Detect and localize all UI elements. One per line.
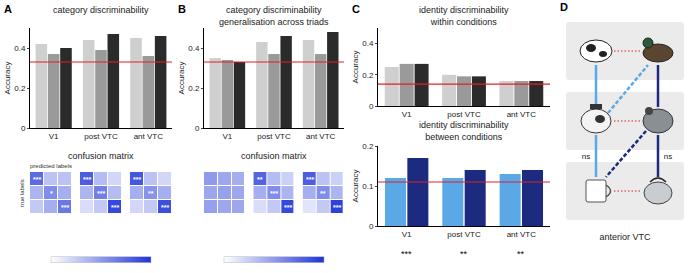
svg-text:**: **: [320, 190, 326, 197]
svg-text:anterior VTC: anterior VTC: [599, 232, 651, 242]
svg-text:***: ***: [306, 176, 314, 183]
svg-text:ant VTC: ant VTC: [134, 132, 164, 141]
svg-text:Accuracy: Accuracy: [351, 51, 360, 84]
svg-text:V1: V1: [222, 132, 232, 141]
svg-text:*: *: [50, 190, 53, 197]
svg-text:***: ***: [270, 190, 278, 197]
svg-text:ns: ns: [664, 152, 672, 161]
svg-text:V1: V1: [402, 110, 412, 119]
svg-text:***: ***: [401, 249, 412, 259]
svg-text:***: ***: [133, 176, 141, 183]
svg-text:category discriminabilitygener: category discriminabilitygeneralisation …: [219, 5, 329, 27]
svg-text:**: **: [148, 190, 154, 197]
svg-text:Accuracy: Accuracy: [351, 170, 360, 203]
svg-text:D: D: [560, 1, 568, 13]
svg-text:ant VTC: ant VTC: [306, 132, 336, 141]
svg-text:V1: V1: [49, 132, 59, 141]
svg-text:***: ***: [97, 190, 105, 197]
svg-text:category discriminability: category discriminability: [53, 5, 149, 15]
svg-text:***: ***: [161, 204, 169, 211]
svg-text:predicted labels: predicted labels: [30, 163, 72, 169]
svg-text:identity discriminabilitywithi: identity discriminabilitywithin conditio…: [419, 5, 509, 27]
svg-text:post VTC: post VTC: [84, 132, 118, 141]
svg-text:true labels: true labels: [19, 179, 25, 207]
svg-text:C: C: [352, 3, 360, 15]
svg-text:0.2: 0.2: [14, 84, 26, 93]
svg-text:***: ***: [284, 204, 292, 211]
svg-text:***: ***: [111, 204, 119, 211]
svg-text:***: ***: [83, 176, 91, 183]
svg-text:ns: ns: [582, 152, 590, 161]
svg-text:post VTC: post VTC: [447, 230, 481, 239]
svg-text:Accuracy: Accuracy: [177, 62, 186, 95]
svg-text:ant VTC: ant VTC: [507, 230, 537, 239]
svg-text:confusion matrix: confusion matrix: [68, 151, 134, 161]
svg-text:**: **: [517, 249, 525, 259]
svg-text:confusion matrix: confusion matrix: [241, 151, 307, 161]
svg-text:***: ***: [33, 176, 41, 183]
svg-text:V1: V1: [402, 230, 412, 239]
svg-text:0: 0: [369, 222, 374, 231]
svg-text:0.1: 0.1: [362, 182, 374, 191]
svg-text:Accuracy: Accuracy: [3, 62, 12, 95]
svg-text:***: ***: [333, 204, 341, 211]
svg-text:0.2: 0.2: [362, 142, 374, 151]
svg-text:ant VTC: ant VTC: [507, 110, 537, 119]
svg-text:A: A: [4, 3, 12, 15]
svg-text:**: **: [460, 249, 468, 259]
svg-text:**: **: [257, 176, 263, 183]
svg-text:0: 0: [21, 124, 26, 133]
svg-text:***: ***: [61, 204, 69, 211]
svg-text:0.4: 0.4: [14, 44, 26, 53]
svg-text:0.2: 0.2: [362, 71, 374, 80]
svg-text:identity discriminabilitybetwe: identity discriminabilitybetween conditi…: [419, 120, 509, 142]
svg-text:0.4: 0.4: [188, 44, 200, 53]
svg-text:0: 0: [195, 124, 200, 133]
svg-text:post VTC: post VTC: [447, 110, 481, 119]
svg-text:0.2: 0.2: [188, 84, 200, 93]
svg-text:B: B: [178, 3, 186, 15]
svg-text:0.4: 0.4: [362, 39, 374, 48]
svg-text:0: 0: [369, 102, 374, 111]
svg-text:post VTC: post VTC: [257, 132, 291, 141]
